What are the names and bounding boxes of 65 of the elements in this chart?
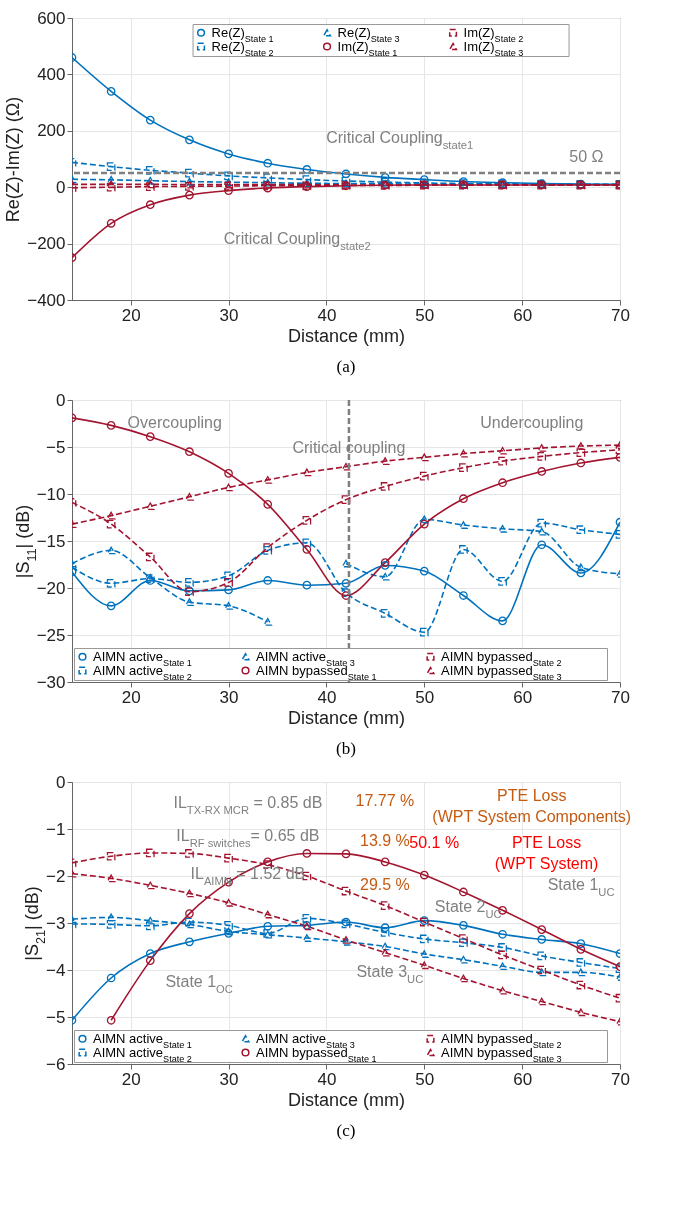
x-tick-label: 20 [121,1069,141,1089]
annotation: IL$_{TX-RX MCR}$ = 0.85 dB [173,794,323,817]
y-tick-label: 0 [56,390,66,410]
y-tick-label: 0 [56,772,66,792]
x-tick-label: 40 [317,1069,337,1089]
y-tick-label: −4 [46,960,66,980]
x-tick-label: 20 [121,687,141,707]
y-tick-label: 400 [37,64,66,84]
annotation: (WPT System Components) [432,808,632,826]
y-tick-label: −1 [46,819,66,839]
y-tick-label: −15 [36,531,66,551]
y-axis-title: Re(Z)-Im(Z) (Ω) [3,96,24,223]
x-tick-label: 30 [219,305,239,325]
y-tick-label: −400 [27,290,66,310]
text: (a) [336,357,356,376]
x-tick-label: 40 [317,305,337,325]
y-tick-label: 200 [37,121,66,141]
x-tick-label: 50 [415,1069,435,1089]
text: (b) [336,739,356,758]
annotation: Overcoupling [127,414,222,432]
annotation: Undercoupling [480,414,584,432]
text: (c) [336,1121,356,1140]
y-tick-label: −5 [46,1007,66,1027]
x-tick-label: 50 [415,687,435,707]
x-axis-title: Distance (mm) [287,1089,406,1110]
annotation: PTE Loss [497,787,567,805]
y-tick-label: −25 [36,625,66,645]
y-tick-label: −200 [27,234,66,254]
annotation: State 3$_{UC}$ [356,963,424,986]
annotation: 13.9 % [360,831,410,849]
y-tick-label: 0 [56,177,66,197]
y-tick-label: 600 [37,8,66,28]
y-tick-label: −3 [46,913,66,933]
ref-line-label: Critical coupling [292,438,406,456]
y-tick-label: −5 [46,437,66,457]
y-tick-label: −6 [46,1054,66,1074]
annotation: IL$_{RF switches}$= 0.65 dB [176,827,320,850]
x-axis-title: Distance (mm) [287,325,406,346]
annotation: 29.5 % [360,876,410,894]
annotation: Critical Coupling$_{state2}$ [223,230,371,253]
x-tick-label: 30 [219,1069,239,1089]
annotation: 17.77 % [355,791,415,809]
ref-line-label: 50 Ω [569,148,604,166]
y-tick-label: −20 [36,578,66,598]
annotation: (WPT System) [494,855,599,873]
x-tick-label: 20 [121,305,141,325]
annotation: State 1$_{OC}$ [165,972,233,995]
x-tick-label: 70 [611,305,630,325]
x-tick-label: 70 [611,687,630,707]
annotation: 50.1 % [409,834,460,852]
x-tick-label: 60 [513,305,533,325]
x-tick-label: 60 [513,687,533,707]
x-tick-label: 30 [219,687,239,707]
x-tick-label: 70 [611,1069,630,1089]
annotation: State 1$_{UC}$ [547,876,615,899]
y-tick-label: −30 [36,672,66,692]
y-tick-label: −10 [36,484,66,504]
annotation: State 2$_{UC}$ [434,897,502,920]
x-tick-label: 50 [415,305,435,325]
annotation: Critical Coupling$_{state1}$ [326,128,474,151]
x-axis-title: Distance (mm) [287,707,406,728]
x-tick-label: 40 [317,687,337,707]
x-tick-label: 60 [513,1069,533,1089]
y-tick-label: −2 [46,866,66,886]
annotation: PTE Loss [511,834,582,852]
